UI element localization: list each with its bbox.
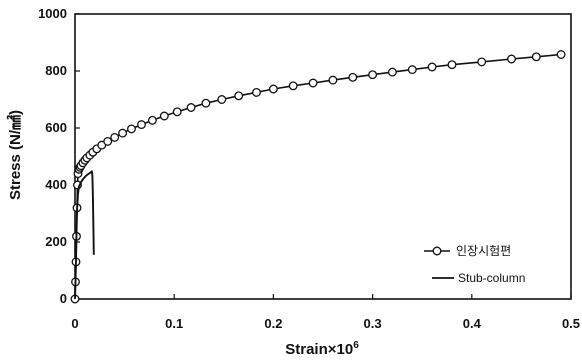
series-1-point (556, 50, 566, 59)
series-1-point (407, 65, 417, 75)
series-1-point (308, 78, 318, 88)
series-line-2 (74, 170, 95, 300)
series-1-point (252, 87, 261, 97)
series-1-point (427, 62, 437, 72)
plot-border (74, 13, 572, 300)
x-tick-label: 0.1 (165, 316, 183, 331)
y-tick-label: 800 (45, 63, 67, 78)
legend: 인장시험편 Stub-column (424, 244, 525, 285)
series-1-point (477, 57, 487, 67)
plot-area (74, 13, 572, 300)
series-1-point (147, 115, 157, 125)
series-1-point (110, 132, 120, 142)
y-tick-label: 200 (45, 234, 67, 249)
x-tick-label: 0 (71, 316, 78, 331)
series-1-point (531, 52, 541, 62)
x-axis-title-superscript: 6 (353, 340, 359, 351)
series-1-point (103, 136, 113, 146)
series-1-point (348, 72, 358, 82)
series-1-point (159, 111, 169, 121)
series-1-point (118, 128, 128, 138)
series-1-point (268, 84, 278, 94)
y-tick-label: 400 (45, 177, 67, 192)
y-axis-title: Stress (N/㎟) (6, 110, 24, 200)
series-1-point (201, 98, 211, 108)
series-1-point (328, 75, 338, 85)
y-tick-label: 0 (60, 291, 67, 306)
x-tick-label: 0.3 (364, 316, 382, 331)
series-1-point (186, 103, 196, 112)
x-axis-title-base: Strain×10 (285, 341, 353, 358)
series-layer (70, 50, 566, 304)
x-tick-label: 0.5 (562, 316, 580, 331)
series-1-point (217, 95, 227, 104)
legend-marker-circle-1 (432, 246, 442, 256)
series-1-point (137, 120, 146, 130)
series-1-point (234, 91, 244, 101)
legend-entry-1-label: 인장시험편 (456, 244, 511, 258)
y-tick-label: 1000 (38, 6, 67, 21)
series-1-point (127, 124, 136, 134)
legend-entry-2-label: Stub-column (458, 271, 525, 285)
series-1-point (507, 54, 516, 64)
series-1-point (447, 60, 457, 70)
axis-ticks: 0 0.1 0.2 0.3 0.4 0.5 0 200 400 600 800 1000 (38, 6, 580, 331)
x-tick-label: 0.2 (264, 316, 282, 331)
series-line-1 (74, 53, 562, 300)
y-tick-label: 600 (45, 120, 67, 135)
x-axis-title: Strain×106 (285, 340, 359, 358)
series-1-point (387, 67, 397, 77)
series-1-point (172, 107, 182, 117)
series-1-point (288, 81, 298, 91)
x-tick-label: 0.4 (463, 316, 482, 331)
series-1-point (368, 70, 378, 80)
